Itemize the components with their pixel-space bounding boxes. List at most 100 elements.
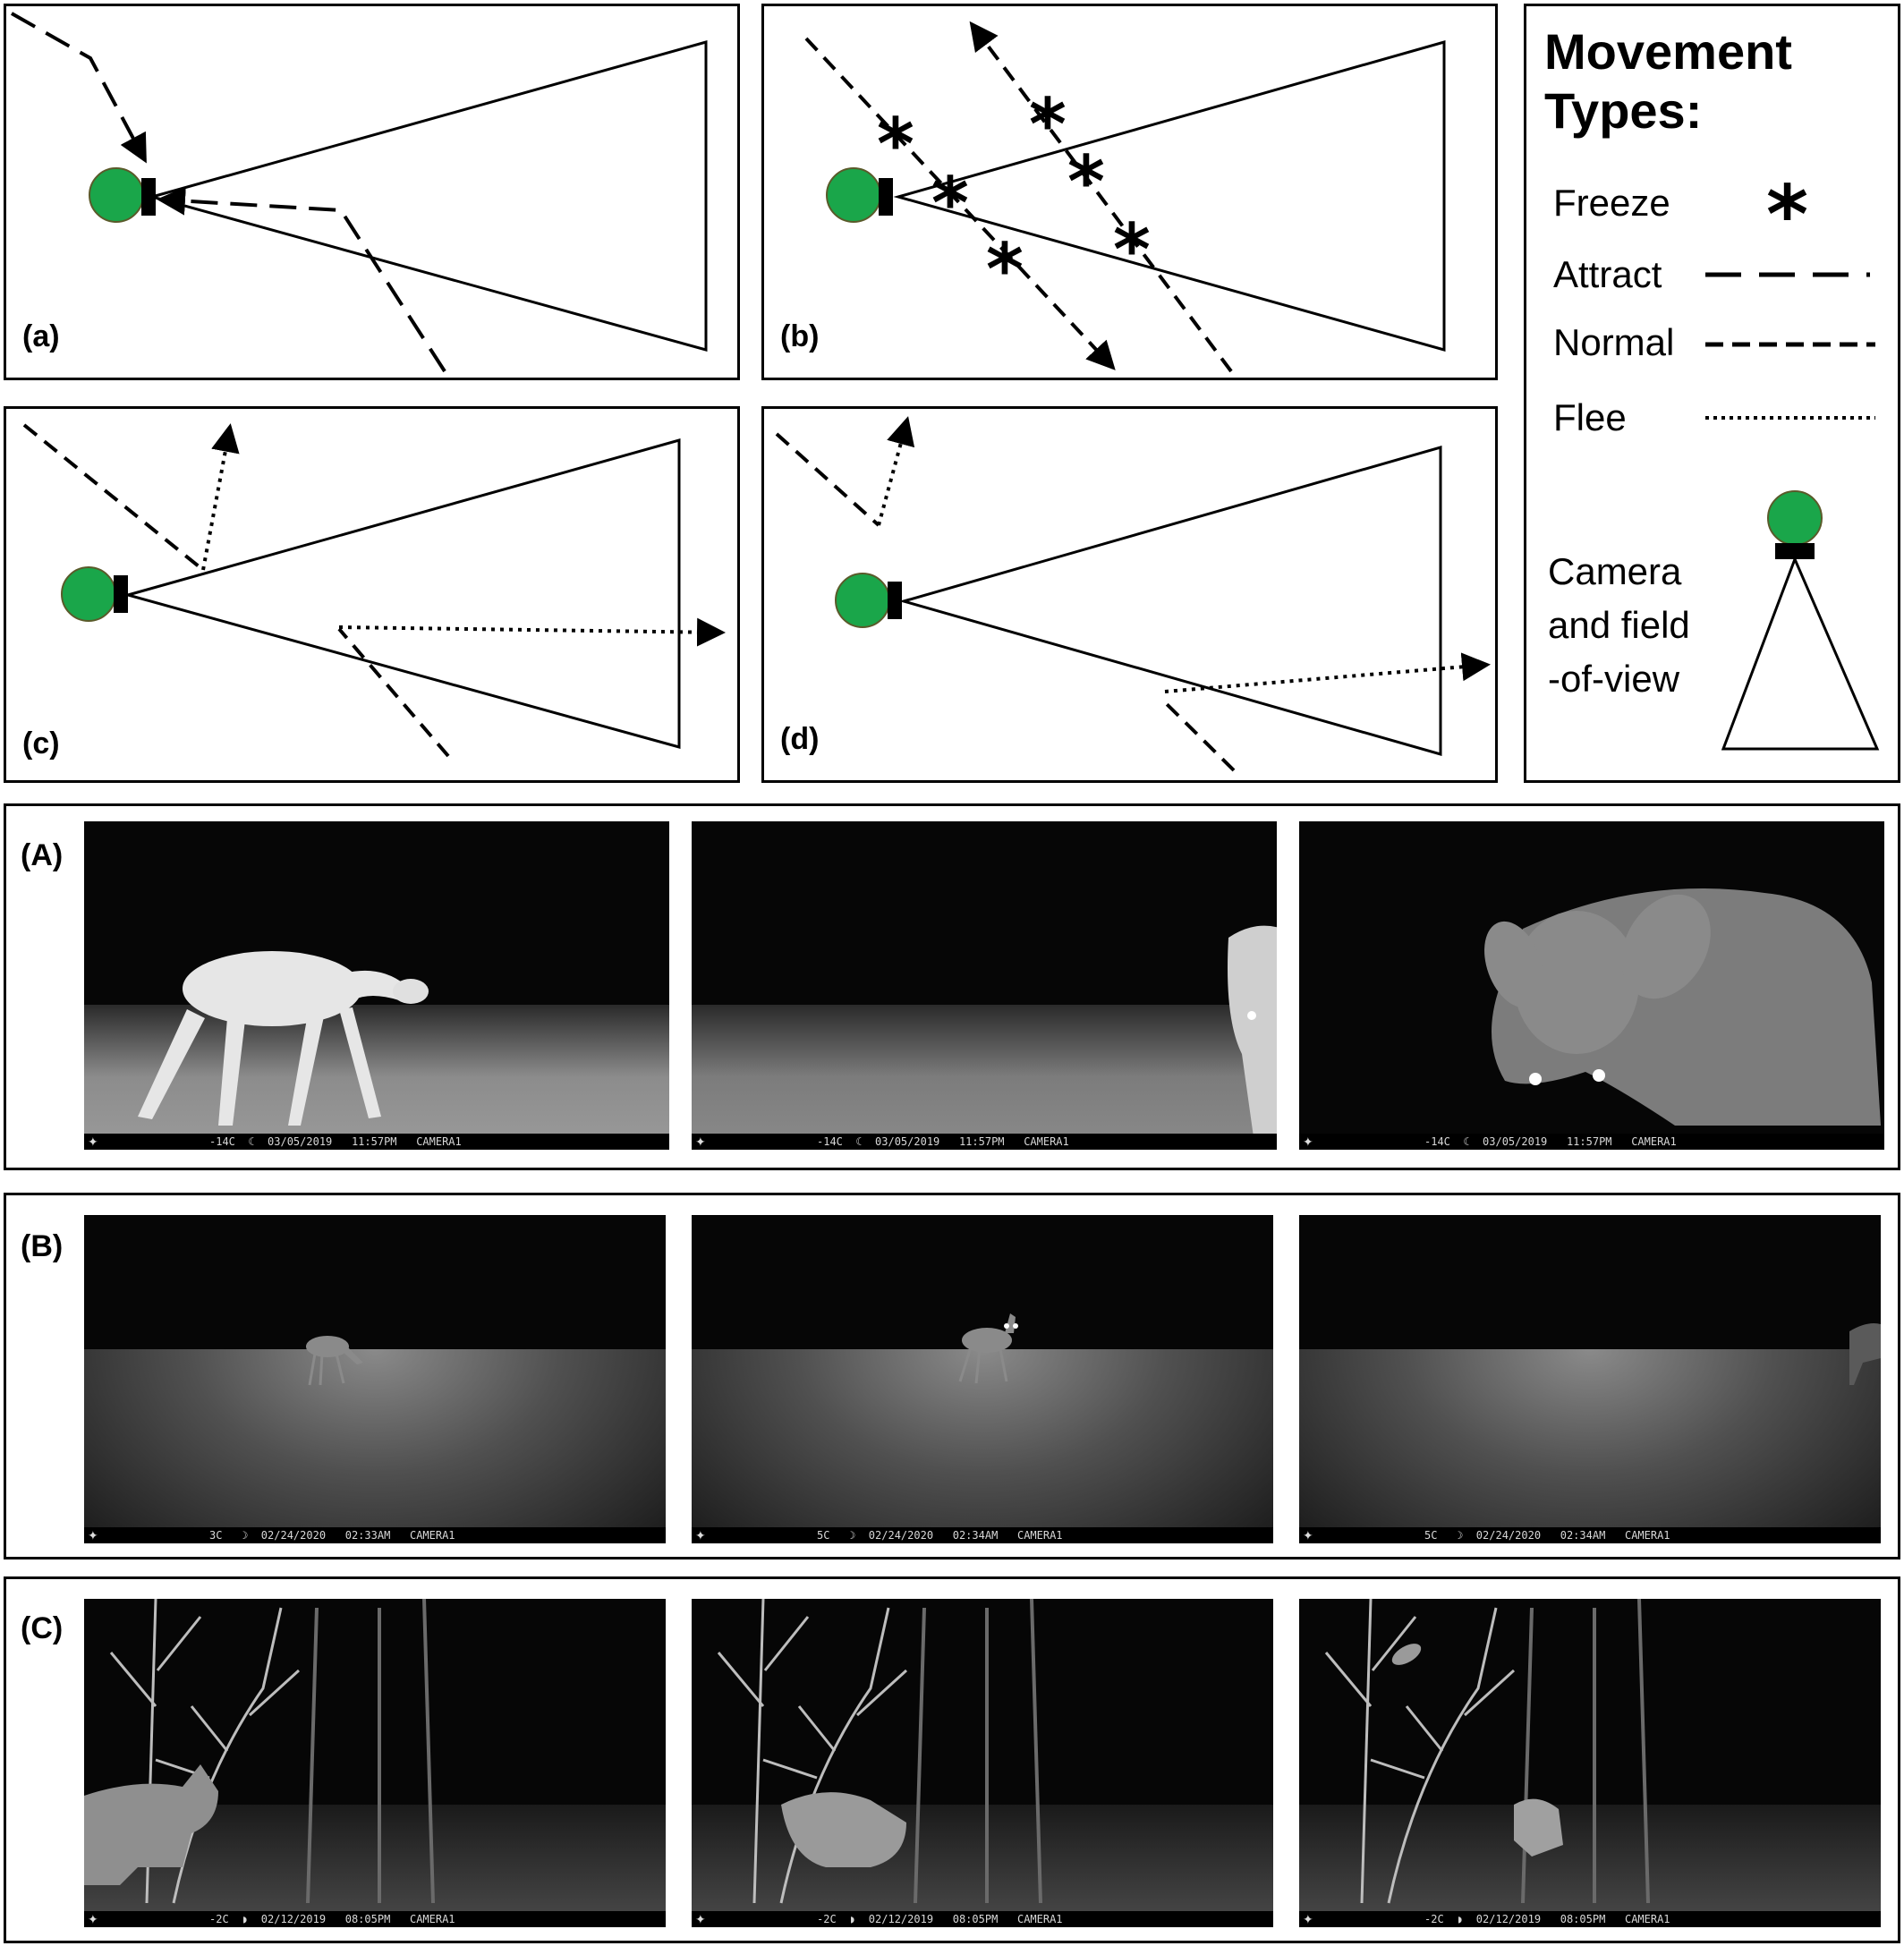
legend-title: Movement Types: — [1544, 22, 1792, 140]
trail-camera-photo: 5C ☽ 02/24/2020 02:34AM CAMERA1 ✦ — [692, 1215, 1273, 1543]
field-of-view-cone — [893, 40, 1446, 352]
legend-item-attract: Attract — [1553, 253, 1662, 295]
row-label: (A) — [21, 838, 64, 872]
diagram-panel-d: (d) — [761, 406, 1498, 783]
diagram-panel-c: (c) — [4, 406, 740, 783]
legend-item-freeze: Freeze — [1553, 182, 1670, 224]
deer-silhouette — [1484, 888, 1881, 1126]
brand-logo-icon: ✦ — [695, 1134, 706, 1149]
camera-timestamp: -2C ◗ 02/12/2019 08:05PM CAMERA1 — [1299, 1911, 1881, 1927]
camera-icon — [1767, 490, 1823, 546]
normal-path-2 — [1163, 701, 1236, 772]
normal-path — [775, 432, 880, 527]
field-of-view-cone — [147, 40, 708, 352]
camera-timestamp: -14C ☾ 03/05/2019 11:57PM CAMERA1 — [692, 1134, 1277, 1150]
deer-silhouette — [306, 1336, 363, 1386]
asterisk-icon: * — [931, 162, 969, 245]
photo-row-B: (B) 3C ☽ 02/24/2020 02:33AM CAMERA1 ✦ 5C… — [4, 1193, 1900, 1559]
shrub-and-fox — [84, 1599, 435, 1904]
flee-path-2 — [338, 617, 726, 647]
brand-logo-icon: ✦ — [88, 1912, 98, 1926]
brand-logo-icon: ✦ — [1303, 1912, 1313, 1926]
camera-timestamp: 5C ☽ 02/24/2020 02:34AM CAMERA1 — [692, 1527, 1273, 1543]
panel-label: (b) — [780, 319, 820, 353]
camera-lens — [888, 582, 902, 619]
diagram-panel-a: (a) — [4, 4, 740, 380]
trail-camera-photo: -2C ◗ 02/12/2019 08:05PM CAMERA1 ✦ — [692, 1599, 1273, 1927]
diagram-panel-b: * * * * * * (b) — [761, 4, 1498, 380]
camera-lens — [1775, 543, 1815, 559]
photo-row-A: (A) -14C ☾ 03/05/2019 11:57PM CAMERA1 ✦ … — [4, 803, 1900, 1170]
asterisk-icon: * — [1113, 208, 1151, 292]
brand-logo-icon: ✦ — [695, 1912, 706, 1926]
legend-camera-line: and field — [1548, 604, 1690, 646]
camera-timestamp: 5C ☽ 02/24/2020 02:34AM CAMERA1 — [1299, 1527, 1881, 1543]
shrub-and-fox — [717, 1599, 1042, 1904]
camera-timestamp: -2C ◗ 02/12/2019 08:05PM CAMERA1 — [84, 1911, 666, 1927]
attract-path-2 — [157, 186, 446, 373]
trail-camera-photo: -14C ☾ 03/05/2019 11:57PM CAMERA1 ✦ — [84, 821, 669, 1150]
panel-b-drawing: * * * * * * — [804, 21, 1446, 373]
asterisk-icon: * — [1067, 140, 1105, 224]
normal-path-1 — [804, 37, 1116, 370]
asterisk-icon: * — [986, 228, 1024, 311]
legend-camera-line: Camera — [1548, 550, 1682, 592]
legend-panel: Movement Types: Freeze Attract Normal Fl… — [1524, 4, 1900, 783]
photo-row-C: (C) -2C ◗ 02/12/2019 08:05PM CAMERA1 ✦ — [4, 1576, 1900, 1943]
legend-item-flee: Flee — [1553, 396, 1627, 438]
trail-camera-photo: 5C ☽ 02/24/2020 02:34AM CAMERA1 ✦ — [1299, 1215, 1881, 1543]
trail-camera-photo: -14C ☾ 03/05/2019 11:57PM CAMERA1 ✦ — [692, 821, 1277, 1150]
camera-timestamp: 3C ☽ 02/24/2020 02:33AM CAMERA1 — [84, 1527, 666, 1543]
panel-c-drawing — [22, 423, 726, 758]
deer-silhouette — [1849, 1323, 1881, 1385]
trail-camera-photo: -14C ☾ 03/05/2019 11:57PM CAMERA1 ✦ — [1299, 821, 1884, 1150]
camera-lens — [879, 178, 893, 216]
panel-a-drawing — [11, 12, 708, 373]
legend-symbols: * — [1705, 168, 1880, 751]
attract-path — [11, 12, 147, 164]
camera-lens — [141, 178, 156, 216]
normal-path — [22, 423, 205, 572]
freeze-markers: * * * * * * — [877, 83, 1151, 311]
camera-timestamp: -14C ☾ 03/05/2019 11:57PM CAMERA1 — [84, 1134, 669, 1150]
normal-path-2 — [969, 21, 1233, 373]
trail-camera-photo: -2C ◗ 02/12/2019 08:05PM CAMERA1 ✦ — [84, 1599, 666, 1927]
field-of-view-cone — [123, 438, 681, 749]
asterisk-icon: * — [1029, 83, 1067, 166]
deer-silhouette — [958, 1313, 1018, 1384]
asterisk-icon: * — [1766, 168, 1808, 262]
flee-path — [877, 416, 915, 526]
brand-logo-icon: ✦ — [88, 1528, 98, 1542]
camera-timestamp: -2C ◗ 02/12/2019 08:05PM CAMERA1 — [692, 1911, 1273, 1927]
camera-lens — [114, 575, 128, 613]
flee-path — [201, 423, 240, 571]
deer-silhouette — [138, 951, 429, 1126]
legend-title-line: Types: — [1544, 82, 1703, 139]
asterisk-icon: * — [877, 103, 914, 186]
camera-icon — [826, 167, 881, 223]
panel-label: (d) — [780, 722, 820, 756]
row-label: (B) — [21, 1229, 64, 1263]
legend-camera-label: Camera and field -of-view — [1548, 545, 1718, 706]
panel-label: (c) — [22, 727, 60, 761]
camera-timestamp: -14C ☾ 03/05/2019 11:57PM CAMERA1 — [1299, 1134, 1884, 1150]
panel-label: (a) — [22, 319, 60, 353]
legend-item-normal: Normal — [1553, 321, 1675, 363]
brand-logo-icon: ✦ — [1303, 1528, 1313, 1542]
trail-camera-photo: -2C ◗ 02/12/2019 08:05PM CAMERA1 ✦ — [1299, 1599, 1881, 1927]
camera-icon — [61, 566, 116, 622]
normal-path-2 — [337, 627, 450, 758]
camera-icon — [835, 573, 890, 628]
brand-logo-icon: ✦ — [695, 1528, 706, 1542]
shrub-and-fox — [1324, 1599, 1650, 1904]
legend-camera-line: -of-view — [1548, 658, 1680, 700]
panel-d-drawing — [775, 416, 1491, 772]
brand-logo-icon: ✦ — [88, 1134, 98, 1149]
trail-camera-photo: 3C ☽ 02/24/2020 02:33AM CAMERA1 ✦ — [84, 1215, 666, 1543]
brand-logo-icon: ✦ — [1303, 1134, 1313, 1149]
row-label: (C) — [21, 1611, 64, 1645]
field-of-view-cone — [898, 446, 1442, 756]
camera-icon — [89, 167, 144, 223]
field-of-view-icon — [1721, 556, 1880, 751]
legend-title-line: Movement — [1544, 23, 1792, 80]
